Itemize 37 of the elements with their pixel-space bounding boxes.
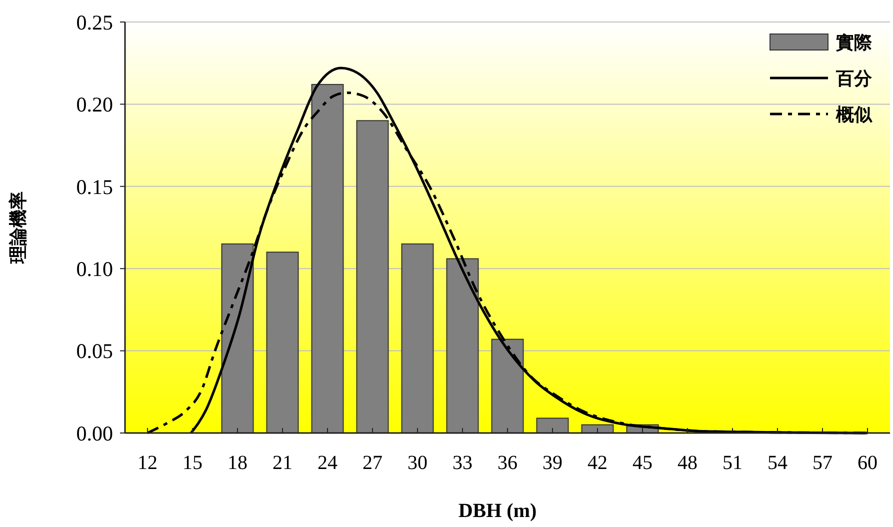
x-tick-label: 54 [768,452,788,474]
x-tick-label: 48 [678,452,698,474]
bar [266,252,299,434]
x-tick-label: 36 [498,452,518,474]
x-tick-label: 33 [452,452,472,474]
x-tick-label: 51 [722,452,742,474]
bar [536,418,569,434]
bar [356,120,389,434]
x-tick-label: 12 [138,452,158,474]
x-tick-label: 42 [588,452,608,474]
y-tick-label: 0.00 [76,421,113,446]
x-tick-label: 60 [858,452,878,474]
x-tick-label: 45 [632,452,652,474]
legend-label: 概似 [835,104,873,126]
y-axis-title: 理論機率 [8,192,29,264]
y-tick-label: 0.25 [76,10,113,34]
x-tick-label: 30 [408,452,428,474]
legend-label: 實際 [836,32,873,54]
bar [221,243,254,434]
legend-label: 百分 [835,68,873,90]
x-tick-label: 27 [362,452,382,474]
x-tick-label: 24 [318,452,338,474]
y-tick-label: 0.15 [76,174,113,199]
x-tick-label: 15 [182,452,202,474]
bar [446,258,479,434]
x-axis-title: DBH (m) [458,500,537,522]
bar [491,338,524,434]
bar [311,84,344,434]
x-tick-label: 57 [812,452,832,474]
x-tick-label: 18 [228,452,248,474]
y-tick-label: 0.10 [76,256,113,281]
x-tick-label: 21 [272,452,292,474]
y-tick-label: 0.20 [76,92,113,117]
bar [581,424,614,434]
bar [401,243,434,434]
y-tick-label: 0.05 [76,339,113,364]
x-tick-label: 39 [542,452,562,474]
